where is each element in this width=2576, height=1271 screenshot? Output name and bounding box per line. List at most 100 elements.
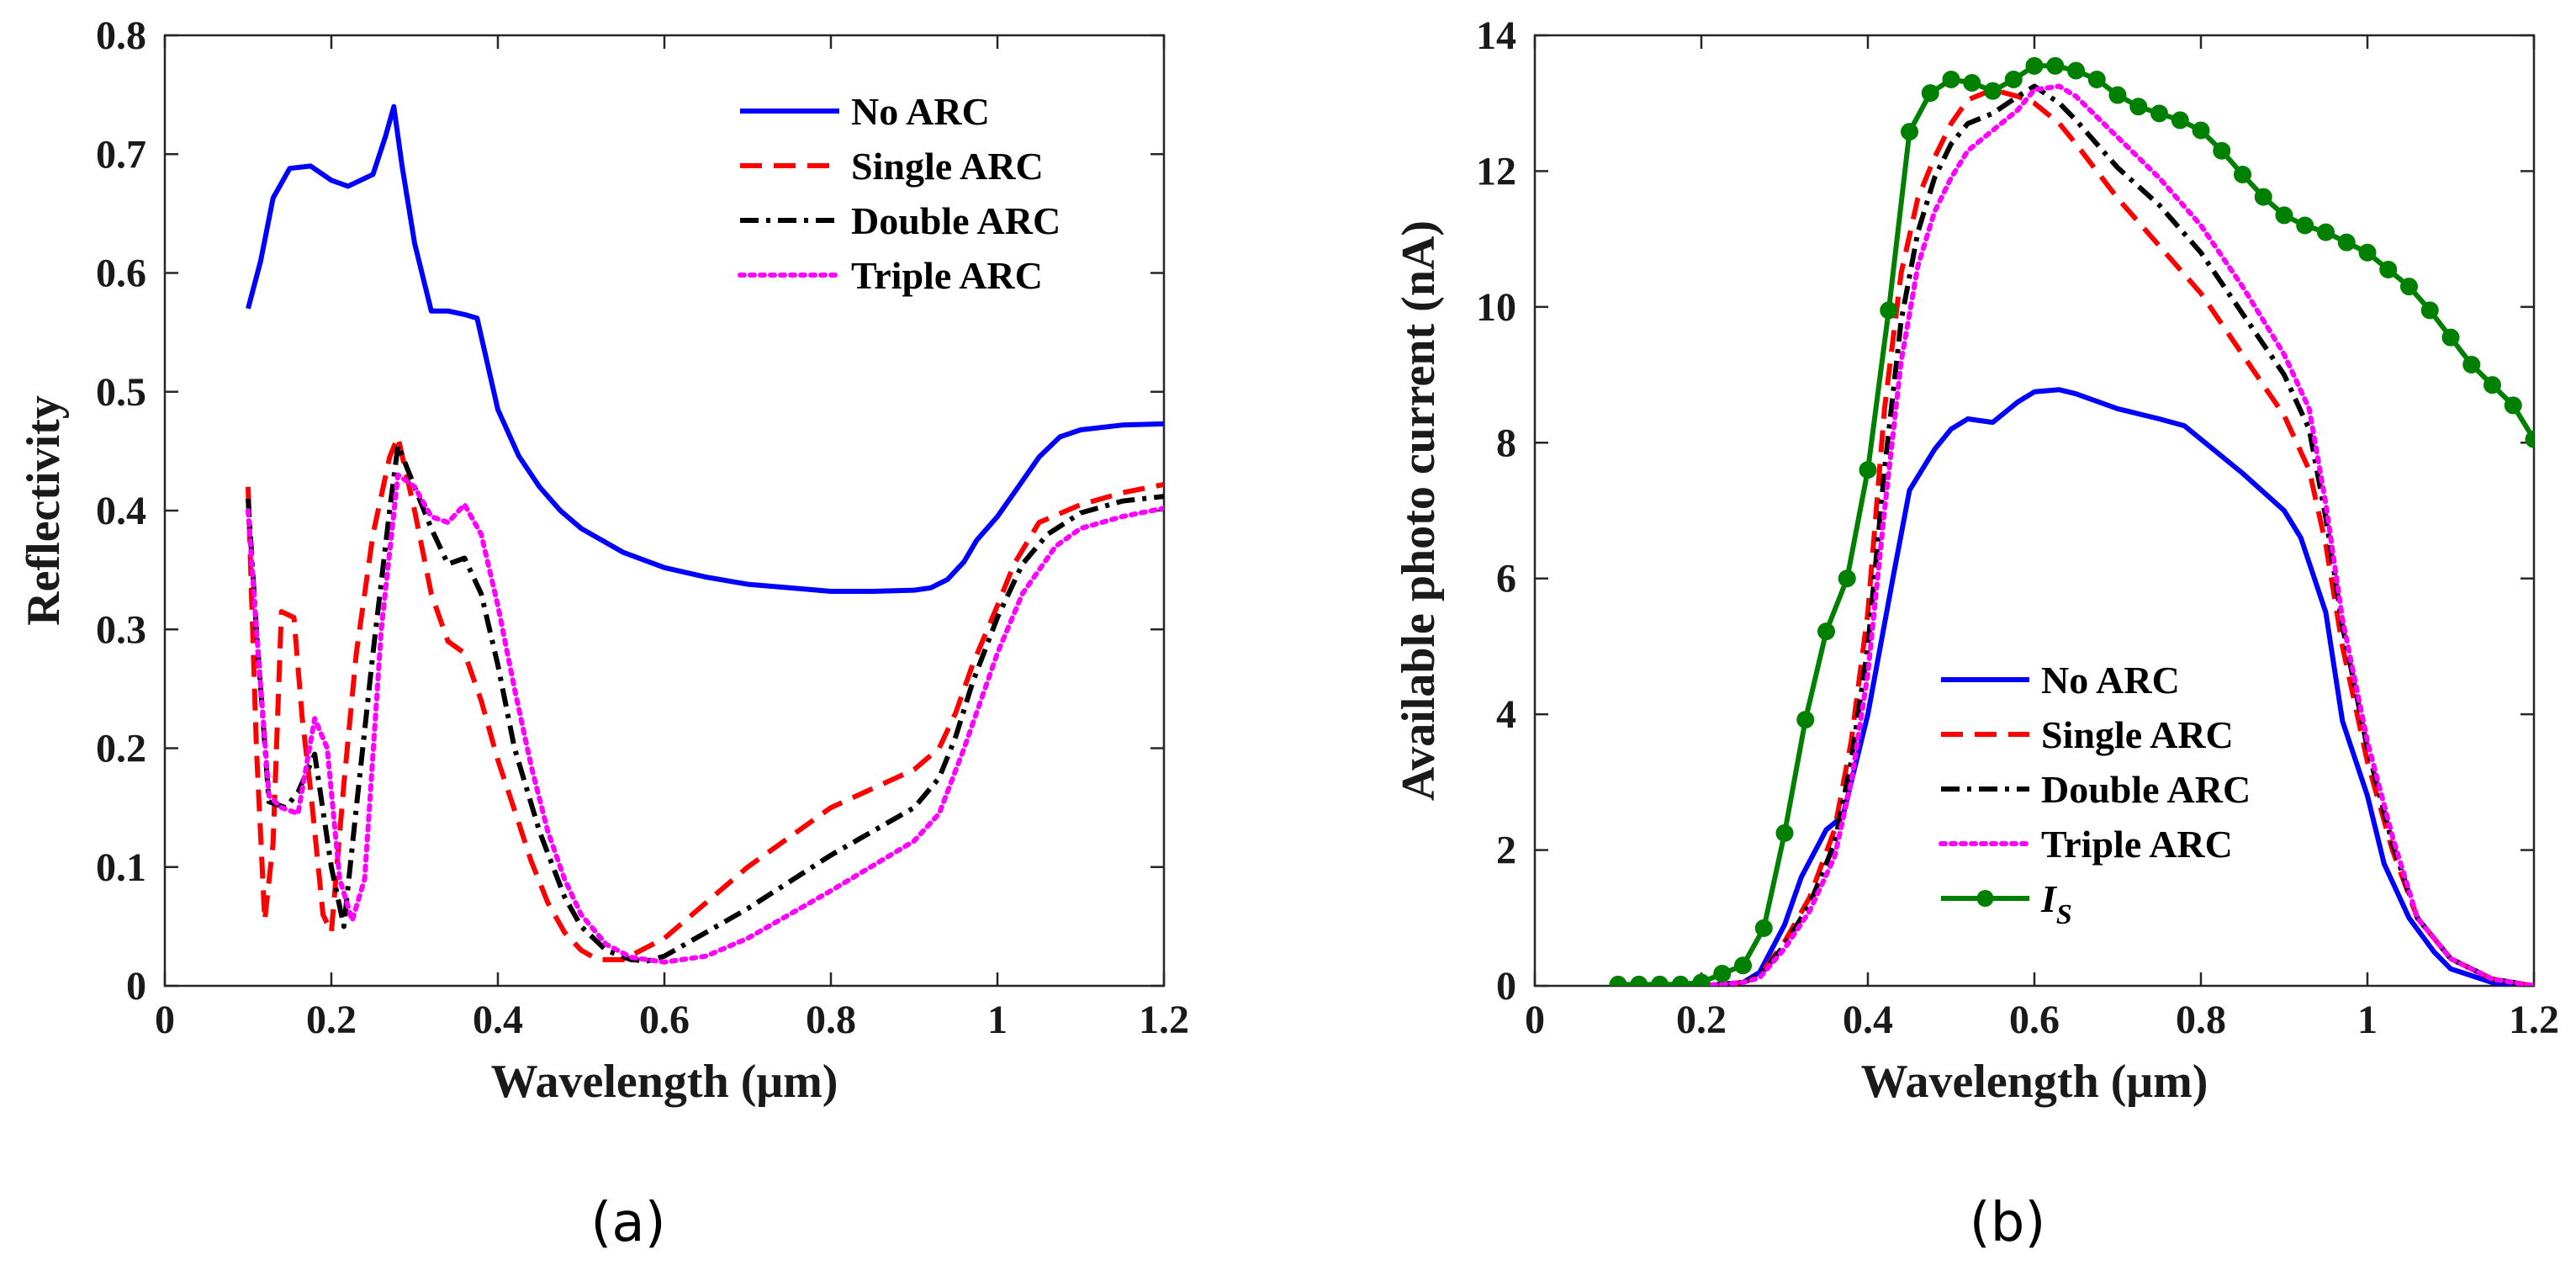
x-tick-label: 0.8: [2176, 998, 2226, 1042]
data-point-i-s: [2213, 141, 2231, 160]
y-tick-label: 0.6: [96, 252, 146, 296]
x-axis: 0 0.2 0.4 0.6 0.8 1 1.2: [1525, 35, 2559, 1042]
series-line-single-arc: [246, 434, 1164, 962]
legend-label-no-arc: No ARC: [851, 90, 990, 133]
y-axis-title: Reflectivity: [18, 395, 70, 626]
data-point-i-s: [1734, 956, 1752, 975]
data-point-i-s: [2108, 86, 2127, 104]
data-point-i-s: [2025, 56, 2044, 75]
panel-label-a: (a): [590, 1192, 665, 1254]
panel-a-reflectivity-chart: 0 0.2 0.4 0.6 0.8 1 1.200.10.20.30.40.50.60.70…: [18, 13, 1189, 1108]
y-tick-label: 6: [1496, 557, 1516, 601]
x-tick-label: 1.2: [1139, 998, 1189, 1042]
data-point-i-s: [2337, 233, 2356, 252]
y-tick-label: 10: [1476, 285, 1516, 330]
x-tick-label: 1: [987, 998, 1008, 1042]
data-point-i-s: [2317, 223, 2335, 241]
x-tick-label: 0.2: [1676, 998, 1727, 1042]
y-tick-label: 0.7: [96, 132, 146, 177]
data-point-i-s: [2234, 165, 2251, 183]
plot-area: [1609, 56, 2534, 986]
series-line-triple-arc: [1699, 83, 2534, 986]
data-point-i-s: [1796, 711, 1815, 729]
series-line-double-arc: [246, 442, 1164, 964]
data-point-i-s: [1651, 975, 1669, 986]
panel-b-photo-current-chart: 0 0.2 0.4 0.6 0.8 1 1.2 0 2 4 6 8 10 12 14 Wavelength (…: [1393, 13, 2559, 1108]
data-point-i-s: [1754, 919, 1773, 937]
data-point-i-s: [2379, 260, 2398, 278]
x-tick-label: 0.2: [306, 998, 357, 1042]
series-line-triple-arc: [246, 472, 1164, 965]
y-axis: 0 0.1 0.2 0.3 0.4 0.5 0.6 0.7 0.8: [96, 13, 1164, 1009]
x-tick-label: 0.6: [2009, 998, 2060, 1042]
data-point-i-s: [1609, 975, 1627, 986]
data-point-i-s: [2171, 111, 2189, 130]
y-tick-label: 0.3: [96, 607, 146, 652]
data-point-i-s: [2046, 56, 2065, 75]
data-point-i-s: [1838, 569, 1856, 588]
y-tick-label: 14: [1476, 13, 1516, 58]
data-point-i-s: [1921, 84, 1939, 103]
data-point-i-s: [2358, 243, 2377, 262]
y-tick-label: 0.8: [96, 13, 146, 58]
y-tick-label: 0.5: [96, 370, 146, 415]
data-point-i-s: [2192, 121, 2210, 140]
legend-label-single-arc: Single ARC: [851, 145, 1044, 188]
series-line-no-arc: [246, 103, 1164, 594]
x-tick-label: 1: [2357, 998, 2378, 1042]
data-point-i-s: [2087, 70, 2106, 88]
x-tick-label: 0.6: [639, 998, 690, 1042]
x-tick-label: 0.4: [473, 998, 523, 1042]
data-point-i-s: [1963, 74, 1981, 92]
data-point-i-s: [2483, 376, 2501, 395]
x-tick-label: 0: [1525, 998, 1545, 1042]
data-point-i-s: [1984, 82, 2002, 100]
y-tick-label: 0.4: [96, 489, 146, 533]
data-point-i-s: [1817, 622, 1835, 641]
data-point-i-s: [1901, 123, 1918, 141]
data-point-i-s: [2462, 355, 2481, 373]
data-point-i-s: [2400, 278, 2418, 296]
legend-label-double-arc: Double ARC: [2041, 768, 2251, 811]
data-point-i-s: [2504, 396, 2522, 415]
data-point-i-s: [1775, 824, 1794, 842]
legend-label-double-arc: Double ARC: [851, 199, 1061, 242]
data-point-i-s: [2525, 430, 2534, 448]
y-axis-title: Available photo current (nA): [1393, 220, 1445, 801]
data-point-i-s: [1630, 975, 1648, 986]
data-point-i-s: [2004, 70, 2023, 88]
legend-marker-i-s: [1976, 890, 1994, 907]
data-point-i-s: [1859, 461, 1877, 479]
y-tick-label: 12: [1476, 149, 1516, 193]
series-line-single-arc: [1701, 87, 2534, 986]
legend-label-triple-arc: Triple ARC: [851, 254, 1043, 297]
legend-label-no-arc: No ARC: [2041, 659, 2180, 702]
data-point-i-s: [1671, 975, 1690, 986]
data-point-i-s: [2441, 328, 2460, 347]
legend-label-main: I: [2040, 877, 2058, 920]
y-tick-label: 2: [1496, 829, 1516, 873]
data-point-i-s: [2150, 104, 2168, 123]
data-point-i-s: [2067, 61, 2085, 80]
x-tick-label: 0.4: [1843, 998, 1893, 1042]
series-line-no-arc: [1701, 387, 2534, 986]
y-axis: 0 2 4 6 8 10 12 14: [1476, 13, 2534, 1009]
axes-frame: [1533, 34, 2536, 988]
data-point-i-s: [1880, 301, 1898, 320]
x-axis-title: Wavelength (μm): [491, 1056, 838, 1108]
legend-label-single-arc: Single ARC: [2041, 713, 2234, 756]
data-point-i-s: [2129, 98, 2148, 116]
x-axis: 0 0.2 0.4 0.6 0.8 1 1.2: [155, 35, 1189, 1042]
panel-label-b: (b): [1970, 1192, 2046, 1254]
plot-area: [246, 103, 1164, 965]
legend: No ARC Single ARC Double ARC Triple ARC: [738, 90, 1061, 297]
data-point-i-s: [2254, 188, 2272, 206]
legend-label-subscript: S: [2056, 899, 2072, 930]
data-point-i-s: [1942, 70, 1960, 88]
data-point-i-s: [2275, 206, 2293, 225]
x-tick-label: 0.8: [806, 998, 856, 1042]
y-tick-label: 8: [1496, 421, 1516, 465]
x-tick-label: 0: [155, 998, 175, 1042]
legend-label-triple-arc: Triple ARC: [2041, 823, 2233, 866]
